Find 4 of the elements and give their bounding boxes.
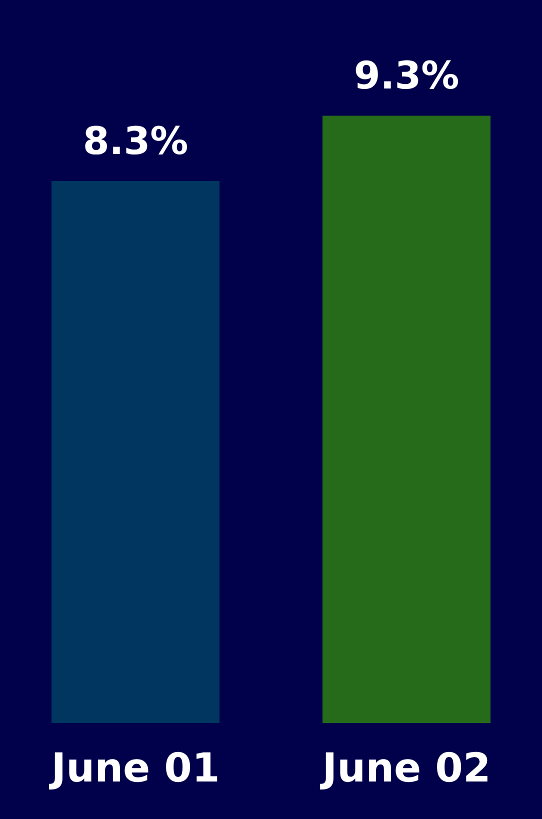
data-label: 9.3% bbox=[354, 54, 460, 98]
x-tick-label: June 01 bbox=[48, 745, 220, 792]
x-tick-label: June 02 bbox=[319, 745, 491, 792]
data-label: 8.3% bbox=[82, 118, 188, 163]
